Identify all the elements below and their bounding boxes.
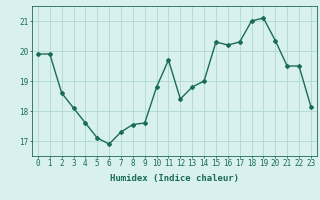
X-axis label: Humidex (Indice chaleur): Humidex (Indice chaleur) [110,174,239,183]
